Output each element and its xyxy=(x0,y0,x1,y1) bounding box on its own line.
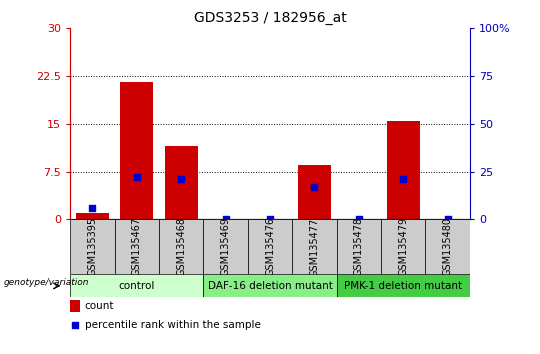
Point xyxy=(310,184,319,190)
Text: GSM135468: GSM135468 xyxy=(176,217,186,276)
Text: GSM135469: GSM135469 xyxy=(221,217,231,276)
Bar xyxy=(120,82,153,219)
Text: GSM135477: GSM135477 xyxy=(309,217,319,276)
Bar xyxy=(159,219,204,274)
Bar xyxy=(336,219,381,274)
Text: GSM135479: GSM135479 xyxy=(398,217,408,276)
Point xyxy=(71,322,79,328)
Bar xyxy=(165,146,198,219)
Point xyxy=(266,216,274,221)
Bar xyxy=(426,219,470,274)
Text: GSM135480: GSM135480 xyxy=(443,217,453,276)
Point xyxy=(221,217,230,222)
Title: GDS3253 / 182956_at: GDS3253 / 182956_at xyxy=(194,11,346,24)
Bar xyxy=(76,213,109,219)
Bar xyxy=(387,121,420,219)
Text: PMK-1 deletion mutant: PMK-1 deletion mutant xyxy=(344,281,462,291)
Text: percentile rank within the sample: percentile rank within the sample xyxy=(85,320,260,330)
Bar xyxy=(114,219,159,274)
Text: GSM135476: GSM135476 xyxy=(265,217,275,276)
Bar xyxy=(70,274,204,297)
Bar xyxy=(204,219,248,274)
Bar xyxy=(381,219,426,274)
Text: count: count xyxy=(85,301,114,311)
Bar xyxy=(70,300,80,312)
Text: GSM135467: GSM135467 xyxy=(132,217,142,276)
Point xyxy=(132,175,141,180)
Text: GSM135395: GSM135395 xyxy=(87,217,97,276)
Point xyxy=(399,177,408,182)
Point xyxy=(443,216,452,221)
Text: GSM135478: GSM135478 xyxy=(354,217,364,276)
Point xyxy=(88,205,97,211)
Text: control: control xyxy=(119,281,155,291)
Bar xyxy=(204,274,336,297)
Bar xyxy=(292,219,336,274)
Text: DAF-16 deletion mutant: DAF-16 deletion mutant xyxy=(207,281,333,291)
Bar xyxy=(298,165,331,219)
Text: genotype/variation: genotype/variation xyxy=(3,278,89,287)
Bar xyxy=(336,274,470,297)
Point xyxy=(177,177,186,182)
Bar xyxy=(248,219,292,274)
Point xyxy=(354,216,363,221)
Bar xyxy=(70,219,114,274)
